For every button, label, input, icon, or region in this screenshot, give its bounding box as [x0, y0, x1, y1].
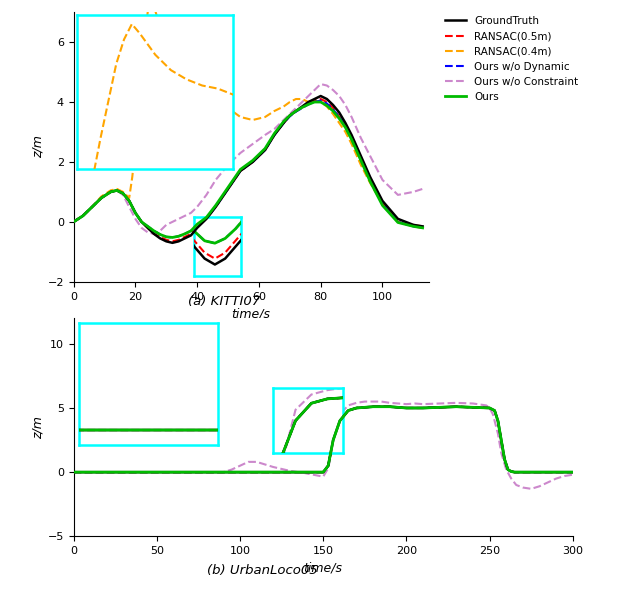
Y-axis label: z/m: z/m — [32, 416, 45, 439]
Text: (a) KITTI07: (a) KITTI07 — [188, 295, 260, 307]
Y-axis label: z/m: z/m — [31, 136, 45, 158]
X-axis label: time/s: time/s — [304, 562, 342, 574]
X-axis label: time/s: time/s — [232, 307, 271, 320]
Legend: GroundTruth, RANSAC(0.5m), RANSAC(0.4m), Ours w/o Dynamic, Ours w/o Constraint, : GroundTruth, RANSAC(0.5m), RANSAC(0.4m),… — [441, 12, 583, 106]
Text: (b) UrbanLoco05: (b) UrbanLoco05 — [207, 564, 317, 576]
